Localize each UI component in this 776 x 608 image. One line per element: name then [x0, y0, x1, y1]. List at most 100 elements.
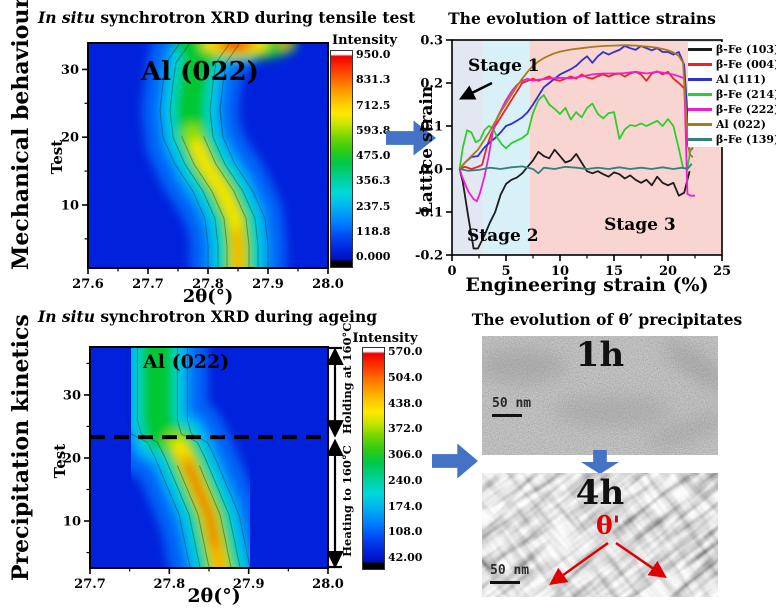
y-tick-label: 0.0 — [420, 163, 443, 178]
tem-1h-scale-label: 50 nm — [492, 396, 532, 411]
legend-label: Al (111) — [716, 73, 766, 86]
colorbar-tick-label: 240.0 — [388, 473, 423, 487]
y-tick-label: 20 — [61, 131, 79, 146]
panel-tl-ylabel: Test — [48, 139, 66, 175]
x-tick-label: 0 — [447, 264, 456, 279]
panel-br-title: The evolution of θ′ precipitates — [471, 310, 743, 329]
theta-arrow-left — [549, 541, 609, 586]
x-tick-label: 27.7 — [74, 577, 106, 592]
panel-bl-title-italic: In situ — [38, 307, 95, 326]
y-tick-label: 30 — [61, 63, 79, 78]
y-tick-label: 30 — [63, 388, 81, 403]
legend-item: Al (022) — [688, 118, 776, 131]
stage-label: Stage 3 — [604, 215, 676, 235]
panel-tr-ylabel: Lattice strain — [417, 85, 437, 215]
legend-label: Al (022) — [716, 118, 766, 131]
legend-swatch — [688, 63, 712, 66]
x-tick-label: 27.6 — [72, 277, 104, 292]
panel-bl-title-rest: synchrotron XRD during ageing — [94, 307, 378, 326]
theta-prime-label: θ' — [596, 511, 621, 540]
y-tick-label: 10 — [63, 515, 81, 530]
panel-bl-title: In situ synchrotron XRD during ageing — [38, 307, 377, 326]
colorbar-tick-label: 712.5 — [356, 98, 391, 112]
y-tick-label: 10 — [61, 198, 79, 213]
colorbar-tick-label: 372.0 — [388, 422, 423, 436]
legend-item: β-Fe (139) — [688, 133, 776, 146]
legend-item: β-Fe (103) — [688, 43, 776, 56]
stage-label: Stage 2 — [467, 226, 539, 246]
legend-swatch — [688, 93, 712, 96]
panel-bl-colorbar — [362, 347, 385, 570]
legend: β-Fe (103) β-Fe (004) Al (111) β-Fe (214) β-… — [688, 42, 776, 147]
x-tick-label: 28.0 — [312, 277, 344, 292]
panel-tl-title-rest: synchrotron XRD during tensile test — [94, 8, 416, 27]
colorbar-tick-label: 42.00 — [388, 551, 423, 564]
legend-item: Al (111) — [688, 73, 776, 86]
stage-label: Stage 1 — [468, 56, 540, 76]
y-tick-label: -0.2 — [415, 249, 443, 264]
legend-item: β-Fe (222) — [688, 103, 776, 116]
y-tick-label: 0.3 — [420, 34, 443, 49]
panel-tl-colorbar — [330, 50, 353, 268]
x-tick-label: 5 — [501, 264, 510, 279]
legend-label: β-Fe (214) — [716, 88, 776, 101]
x-tick-label: 27.7 — [132, 277, 164, 292]
heating-annotation: Heating to 160°C — [340, 445, 354, 557]
legend-swatch — [688, 138, 712, 141]
x-tick-label: 27.8 — [192, 277, 224, 292]
colorbar-tick-label: 108.0 — [388, 525, 423, 539]
legend-label: β-Fe (004) — [716, 58, 776, 71]
y-tick-label: 20 — [63, 451, 81, 466]
panel-tl-xlabel: 2θ(°) — [182, 286, 234, 307]
x-tick-label: 15 — [605, 264, 623, 279]
legend-swatch — [688, 78, 712, 81]
xrd-ageing-heatmap: 27.7 27.8 27.9 28.0 10 20 30 — [63, 346, 344, 592]
series-β-Fe (103) — [458, 148, 691, 250]
colorbar-tick-label: 356.3 — [356, 174, 391, 188]
legend-swatch — [688, 108, 712, 111]
series-β-Fe (222) — [458, 70, 695, 203]
colorbar-tick-label: 475.0 — [356, 149, 391, 162]
panel-bl-colorbar-title: Intensity — [352, 331, 418, 346]
colorbar-tick-label: 174.0 — [388, 499, 423, 513]
legend-item: β-Fe (214) — [688, 88, 776, 101]
legend-label: β-Fe (103) — [716, 43, 776, 56]
flow-arrow-right-bottom — [432, 443, 478, 479]
colorbar-tick-label: 570.0 — [388, 345, 423, 358]
colorbar-tick-label: 593.8 — [356, 123, 391, 137]
panel-tl-title-italic: In situ — [38, 8, 95, 27]
y-tick-label: -0.1 — [415, 206, 443, 221]
colorbar-tick-label: 118.8 — [356, 224, 391, 238]
colorbar-tick-label: 438.0 — [388, 396, 423, 410]
tem-1h-scale-bar — [492, 414, 522, 417]
legend-label: β-Fe (222) — [716, 103, 776, 116]
series-Al (022) — [458, 44, 694, 170]
legend-label: β-Fe (139) — [716, 133, 776, 146]
y-tick-label: 0.1 — [420, 120, 443, 135]
tem-4h-scale-bar — [490, 581, 520, 584]
legend-swatch — [688, 48, 712, 51]
panel-bl-xlabel: 2θ(°) — [187, 585, 241, 607]
panel-bl-ylabel: Test — [51, 443, 69, 479]
x-tick-label: 27.8 — [153, 577, 185, 592]
series-Al (111) — [458, 45, 695, 170]
tem-4h-scale-label: 50 nm — [490, 563, 530, 578]
x-tick-label: 27.9 — [252, 277, 284, 292]
panel-tr-title: The evolution of lattice strains — [448, 9, 716, 28]
panel-tl-title: In situ synchrotron XRD during tensile t… — [38, 8, 415, 27]
xrd-tensile-heatmap: 27.6 27.7 27.8 27.9 28.0 10 20 30 — [61, 42, 344, 292]
colorbar-tick-label: 504.0 — [388, 370, 423, 384]
x-tick-label: 25 — [713, 264, 731, 279]
colorbar-tick-label: 237.5 — [356, 199, 391, 213]
x-tick-label: 28.0 — [312, 577, 344, 592]
colorbar-tick-label: 306.0 — [388, 448, 423, 461]
y-tick-label: 0.2 — [420, 77, 443, 92]
panel-tl-peak-label: Al (022) — [141, 57, 259, 87]
colorbar-tick-label: 0.000 — [356, 250, 391, 263]
tem-4h-label: 4h — [575, 473, 625, 513]
panel-tr-xlabel: Engineering strain (%) — [465, 274, 709, 296]
x-tick-label: 20 — [659, 264, 677, 279]
holding-annotation: Holding at 160°C — [340, 322, 354, 434]
panel-bl-peak-label: Al (022) — [143, 351, 230, 373]
